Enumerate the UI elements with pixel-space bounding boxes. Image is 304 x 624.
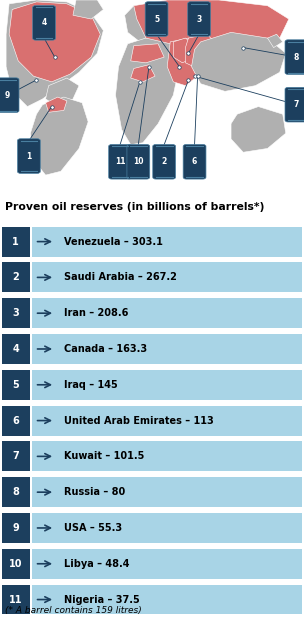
Text: 2: 2 bbox=[12, 273, 19, 283]
Polygon shape bbox=[46, 97, 67, 112]
Text: 7: 7 bbox=[12, 451, 19, 461]
FancyBboxPatch shape bbox=[32, 263, 302, 292]
Polygon shape bbox=[46, 78, 79, 107]
FancyBboxPatch shape bbox=[32, 370, 302, 400]
FancyBboxPatch shape bbox=[33, 6, 55, 40]
Polygon shape bbox=[116, 38, 179, 145]
FancyBboxPatch shape bbox=[17, 139, 40, 173]
FancyBboxPatch shape bbox=[32, 549, 302, 578]
Text: 6: 6 bbox=[192, 157, 197, 166]
Polygon shape bbox=[30, 97, 88, 175]
Text: 10: 10 bbox=[9, 558, 22, 568]
Polygon shape bbox=[167, 38, 207, 85]
Polygon shape bbox=[125, 4, 170, 42]
Text: 3: 3 bbox=[12, 308, 19, 318]
Text: 5: 5 bbox=[154, 14, 159, 24]
Text: Libya – 48.4: Libya – 48.4 bbox=[64, 558, 130, 568]
FancyBboxPatch shape bbox=[285, 87, 304, 122]
Polygon shape bbox=[192, 32, 286, 91]
Text: 5: 5 bbox=[12, 380, 19, 390]
FancyBboxPatch shape bbox=[2, 227, 30, 256]
FancyBboxPatch shape bbox=[127, 144, 150, 179]
FancyBboxPatch shape bbox=[2, 298, 30, 328]
Polygon shape bbox=[173, 38, 195, 63]
Text: Russia – 80: Russia – 80 bbox=[64, 487, 125, 497]
FancyBboxPatch shape bbox=[32, 585, 302, 615]
Text: 8: 8 bbox=[12, 487, 19, 497]
Text: Nigeria – 37.5: Nigeria – 37.5 bbox=[64, 595, 140, 605]
Text: 9: 9 bbox=[5, 90, 10, 100]
Polygon shape bbox=[9, 2, 100, 82]
FancyBboxPatch shape bbox=[153, 144, 176, 179]
FancyBboxPatch shape bbox=[2, 549, 30, 578]
Polygon shape bbox=[131, 65, 155, 82]
Polygon shape bbox=[185, 34, 219, 69]
Text: 2: 2 bbox=[161, 157, 167, 166]
FancyBboxPatch shape bbox=[109, 144, 131, 179]
FancyBboxPatch shape bbox=[2, 406, 30, 436]
Text: 7: 7 bbox=[294, 100, 299, 109]
Text: 10: 10 bbox=[133, 157, 143, 166]
Text: USA – 55.3: USA – 55.3 bbox=[64, 523, 122, 533]
FancyBboxPatch shape bbox=[2, 334, 30, 364]
FancyBboxPatch shape bbox=[32, 441, 302, 471]
Text: 8: 8 bbox=[294, 52, 299, 62]
FancyBboxPatch shape bbox=[2, 263, 30, 292]
Text: 1: 1 bbox=[12, 236, 19, 246]
Text: Canada – 163.3: Canada – 163.3 bbox=[64, 344, 147, 354]
FancyBboxPatch shape bbox=[32, 298, 302, 328]
Text: Iran – 208.6: Iran – 208.6 bbox=[64, 308, 129, 318]
FancyBboxPatch shape bbox=[2, 513, 30, 543]
FancyBboxPatch shape bbox=[2, 370, 30, 400]
Text: 4: 4 bbox=[12, 344, 19, 354]
FancyBboxPatch shape bbox=[2, 477, 30, 507]
Text: Kuwait – 101.5: Kuwait – 101.5 bbox=[64, 451, 144, 461]
Text: Saudi Arabia – 267.2: Saudi Arabia – 267.2 bbox=[64, 273, 177, 283]
Polygon shape bbox=[73, 0, 103, 19]
FancyBboxPatch shape bbox=[188, 2, 210, 36]
Polygon shape bbox=[268, 34, 283, 47]
Polygon shape bbox=[231, 107, 286, 152]
FancyBboxPatch shape bbox=[2, 441, 30, 471]
FancyBboxPatch shape bbox=[285, 40, 304, 74]
FancyBboxPatch shape bbox=[32, 513, 302, 543]
Text: Iraq – 145: Iraq – 145 bbox=[64, 380, 118, 390]
Text: Venezuela – 303.1: Venezuela – 303.1 bbox=[64, 236, 163, 246]
Text: 3: 3 bbox=[196, 14, 202, 24]
Polygon shape bbox=[134, 0, 289, 57]
Text: 9: 9 bbox=[12, 523, 19, 533]
FancyBboxPatch shape bbox=[32, 406, 302, 436]
Text: 4: 4 bbox=[41, 18, 47, 27]
FancyBboxPatch shape bbox=[183, 144, 206, 179]
FancyBboxPatch shape bbox=[32, 477, 302, 507]
FancyBboxPatch shape bbox=[32, 334, 302, 364]
Polygon shape bbox=[6, 0, 103, 107]
FancyBboxPatch shape bbox=[2, 585, 30, 615]
Text: 11: 11 bbox=[115, 157, 125, 166]
Text: 11: 11 bbox=[9, 595, 22, 605]
FancyBboxPatch shape bbox=[0, 78, 19, 112]
Text: United Arab Emirates – 113: United Arab Emirates – 113 bbox=[64, 416, 214, 426]
FancyBboxPatch shape bbox=[32, 227, 302, 256]
FancyBboxPatch shape bbox=[145, 2, 168, 36]
Text: 6: 6 bbox=[12, 416, 19, 426]
Text: Proven oil reserves (in billions of barrels*): Proven oil reserves (in billions of barr… bbox=[5, 202, 264, 212]
Text: (* A barrel contains 159 litres): (* A barrel contains 159 litres) bbox=[5, 607, 141, 615]
Text: 1: 1 bbox=[26, 152, 32, 160]
Polygon shape bbox=[131, 44, 164, 63]
